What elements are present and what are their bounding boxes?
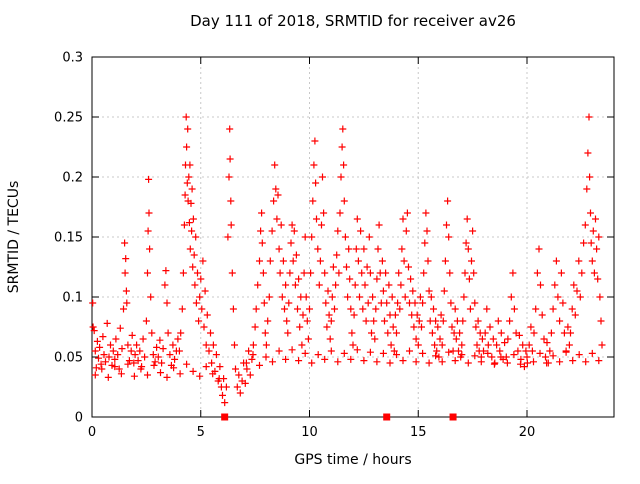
y-tick-label: 0 [75,411,83,426]
square-marker [449,413,457,421]
y-tick-label: 0.1 [62,291,83,306]
x-tick-label: 10 [301,425,318,440]
x-tick-label: 5 [197,425,205,440]
tick-labels: 0 5 10 15 20 0 0.05 0.1 0.15 0.2 0.25 0.3 [54,51,535,441]
y-tick-label: 0.15 [54,231,83,246]
square-marker [221,413,229,421]
chart-title: Day 111 of 2018, SRMTID for receiver av2… [190,12,516,30]
square-marker [383,413,391,421]
plot-area: 0 5 10 15 20 0 0.05 0.1 0.15 0.2 0.25 0.3 [54,51,615,441]
y-tick-label: 0.2 [62,171,83,186]
y-tick-label: 0.25 [54,111,83,126]
plus-marker-path [89,113,606,407]
y-tick-label: 0.3 [62,51,83,66]
axis-ticks [91,56,614,418]
y-axis-label: SRMTID / TECUs [6,181,22,294]
x-tick-label: 20 [519,425,536,440]
series-srmtid-plus-markers [89,113,606,407]
series-axis-flag-squares [221,413,457,421]
y-tick-label: 0.05 [54,351,83,366]
x-tick-label: 15 [410,425,427,440]
x-axis-label: GPS time / hours [294,452,411,468]
x-tick-label: 0 [88,425,96,440]
grid-lines [92,57,614,417]
